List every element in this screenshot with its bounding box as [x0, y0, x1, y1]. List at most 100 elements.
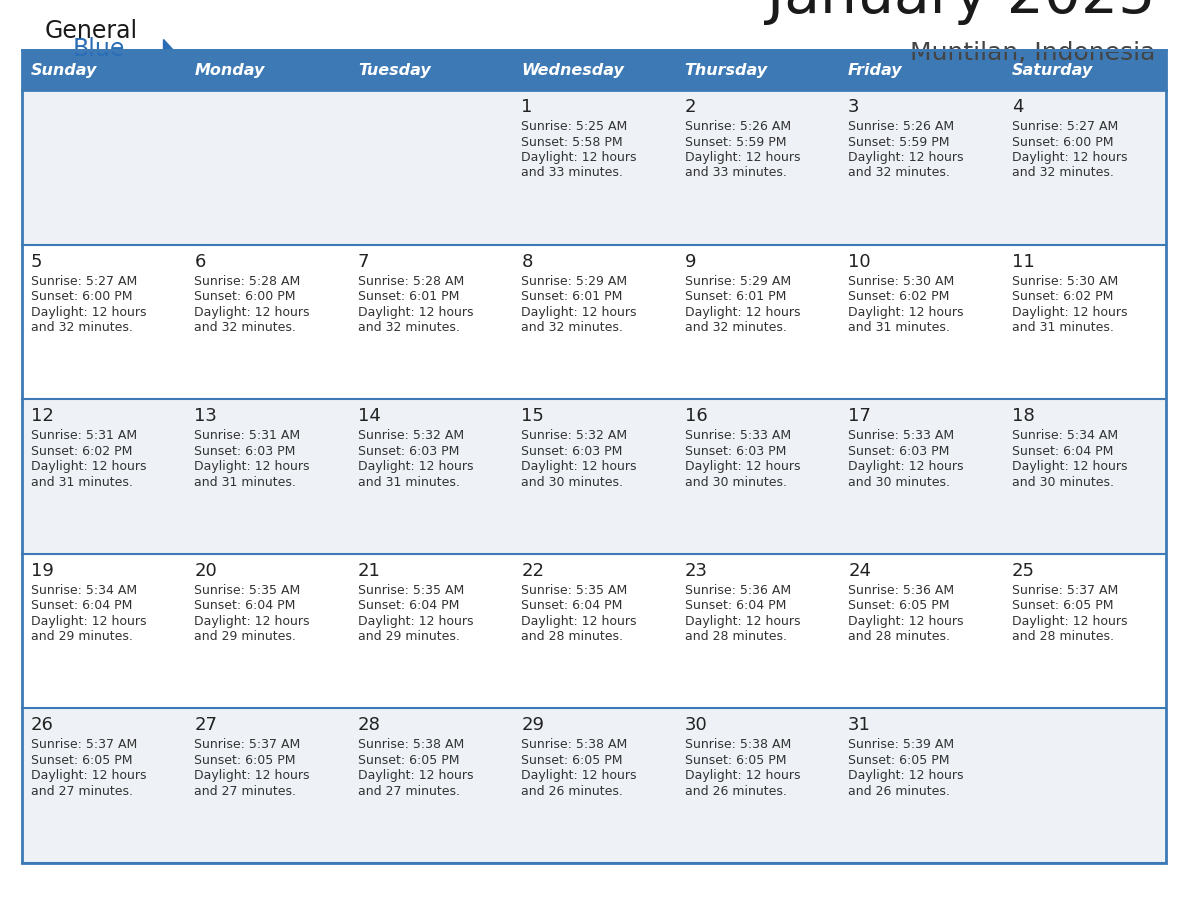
Bar [23, 50, 185, 90]
Text: and 30 minutes.: and 30 minutes. [848, 476, 950, 488]
Text: Sunrise: 5:28 AM: Sunrise: 5:28 AM [358, 274, 465, 287]
Text: 9: 9 [684, 252, 696, 271]
Bar [185, 90, 349, 244]
Text: Sunrise: 5:39 AM: Sunrise: 5:39 AM [848, 738, 954, 752]
Bar [1003, 50, 1165, 90]
Bar [676, 90, 839, 244]
Text: Sunrise: 5:38 AM: Sunrise: 5:38 AM [684, 738, 791, 752]
Text: Sunday: Sunday [31, 62, 97, 77]
Text: Daylight: 12 hours: Daylight: 12 hours [684, 615, 801, 628]
Text: Sunset: 6:05 PM: Sunset: 6:05 PM [195, 754, 296, 767]
Text: Daylight: 12 hours: Daylight: 12 hours [31, 769, 146, 782]
Text: January 2025: January 2025 [766, 0, 1155, 25]
Text: and 30 minutes.: and 30 minutes. [522, 476, 624, 488]
Text: and 27 minutes.: and 27 minutes. [195, 785, 297, 798]
Bar [349, 709, 512, 863]
Text: 23: 23 [684, 562, 708, 580]
Text: Daylight: 12 hours: Daylight: 12 hours [684, 151, 801, 164]
Text: 28: 28 [358, 716, 380, 734]
Text: Daylight: 12 hours: Daylight: 12 hours [848, 615, 963, 628]
Bar [23, 244, 185, 399]
Text: Daylight: 12 hours: Daylight: 12 hours [31, 306, 146, 319]
Text: Sunset: 6:03 PM: Sunset: 6:03 PM [195, 444, 296, 458]
Text: Sunset: 6:05 PM: Sunset: 6:05 PM [31, 754, 133, 767]
Text: Sunrise: 5:32 AM: Sunrise: 5:32 AM [358, 430, 465, 442]
Text: Daylight: 12 hours: Daylight: 12 hours [1011, 460, 1127, 473]
Text: Sunrise: 5:32 AM: Sunrise: 5:32 AM [522, 430, 627, 442]
Text: and 29 minutes.: and 29 minutes. [358, 631, 460, 644]
Bar [676, 244, 839, 399]
Bar [839, 709, 1003, 863]
Text: Sunset: 6:04 PM: Sunset: 6:04 PM [1011, 444, 1113, 458]
Text: and 32 minutes.: and 32 minutes. [684, 321, 786, 334]
Text: and 31 minutes.: and 31 minutes. [31, 476, 133, 488]
Bar [512, 90, 676, 244]
Text: Daylight: 12 hours: Daylight: 12 hours [195, 769, 310, 782]
Text: 13: 13 [195, 408, 217, 425]
Bar [512, 244, 676, 399]
Text: Daylight: 12 hours: Daylight: 12 hours [522, 151, 637, 164]
Text: Sunset: 6:00 PM: Sunset: 6:00 PM [1011, 136, 1113, 149]
Text: 11: 11 [1011, 252, 1035, 271]
Text: 30: 30 [684, 716, 708, 734]
Text: Daylight: 12 hours: Daylight: 12 hours [195, 460, 310, 473]
Text: Sunset: 5:59 PM: Sunset: 5:59 PM [848, 136, 949, 149]
Text: 24: 24 [848, 562, 871, 580]
Text: Sunset: 6:00 PM: Sunset: 6:00 PM [31, 290, 133, 303]
Text: Daylight: 12 hours: Daylight: 12 hours [684, 769, 801, 782]
Text: Sunrise: 5:35 AM: Sunrise: 5:35 AM [358, 584, 465, 597]
Bar [185, 399, 349, 554]
Text: Sunset: 6:05 PM: Sunset: 6:05 PM [1011, 599, 1113, 612]
Text: and 30 minutes.: and 30 minutes. [1011, 476, 1113, 488]
Text: 17: 17 [848, 408, 871, 425]
Text: Daylight: 12 hours: Daylight: 12 hours [358, 769, 473, 782]
Text: Sunset: 6:03 PM: Sunset: 6:03 PM [522, 444, 623, 458]
Bar [676, 554, 839, 709]
Bar [1003, 90, 1165, 244]
Bar [349, 90, 512, 244]
Text: Sunset: 6:02 PM: Sunset: 6:02 PM [848, 290, 949, 303]
Text: Sunrise: 5:36 AM: Sunrise: 5:36 AM [684, 584, 791, 597]
Text: 2: 2 [684, 98, 696, 116]
Text: Sunset: 6:04 PM: Sunset: 6:04 PM [31, 599, 132, 612]
Text: Sunset: 6:02 PM: Sunset: 6:02 PM [31, 444, 132, 458]
Text: Daylight: 12 hours: Daylight: 12 hours [1011, 151, 1127, 164]
Text: Daylight: 12 hours: Daylight: 12 hours [1011, 306, 1127, 319]
Text: Sunset: 6:03 PM: Sunset: 6:03 PM [848, 444, 949, 458]
Bar [185, 554, 349, 709]
Text: Sunrise: 5:26 AM: Sunrise: 5:26 AM [848, 120, 954, 133]
Bar [23, 554, 185, 709]
Text: Daylight: 12 hours: Daylight: 12 hours [684, 460, 801, 473]
Text: 29: 29 [522, 716, 544, 734]
Text: and 28 minutes.: and 28 minutes. [684, 631, 786, 644]
Text: Saturday: Saturday [1011, 62, 1093, 77]
Bar [839, 554, 1003, 709]
Text: Muntilan, Indonesia: Muntilan, Indonesia [910, 41, 1155, 65]
Text: 20: 20 [195, 562, 217, 580]
Polygon shape [163, 39, 185, 63]
Text: Sunrise: 5:31 AM: Sunrise: 5:31 AM [195, 430, 301, 442]
Text: Thursday: Thursday [684, 62, 767, 77]
Bar [676, 399, 839, 554]
Text: Sunrise: 5:33 AM: Sunrise: 5:33 AM [848, 430, 954, 442]
Text: Sunset: 6:04 PM: Sunset: 6:04 PM [195, 599, 296, 612]
Text: 12: 12 [31, 408, 53, 425]
Text: and 26 minutes.: and 26 minutes. [848, 785, 950, 798]
Text: 7: 7 [358, 252, 369, 271]
Text: Daylight: 12 hours: Daylight: 12 hours [31, 615, 146, 628]
Text: Daylight: 12 hours: Daylight: 12 hours [848, 769, 963, 782]
Text: 31: 31 [848, 716, 871, 734]
Text: Sunset: 6:05 PM: Sunset: 6:05 PM [848, 754, 949, 767]
Text: Sunrise: 5:31 AM: Sunrise: 5:31 AM [31, 430, 137, 442]
Text: Daylight: 12 hours: Daylight: 12 hours [684, 306, 801, 319]
Text: and 32 minutes.: and 32 minutes. [522, 321, 624, 334]
Text: Sunset: 6:04 PM: Sunset: 6:04 PM [684, 599, 786, 612]
Text: Sunset: 6:05 PM: Sunset: 6:05 PM [848, 599, 949, 612]
Text: Tuesday: Tuesday [358, 62, 430, 77]
Text: 22: 22 [522, 562, 544, 580]
Text: Sunset: 6:00 PM: Sunset: 6:00 PM [195, 290, 296, 303]
Text: and 30 minutes.: and 30 minutes. [684, 476, 786, 488]
Text: 8: 8 [522, 252, 532, 271]
Text: Sunrise: 5:29 AM: Sunrise: 5:29 AM [684, 274, 791, 287]
Text: Sunrise: 5:33 AM: Sunrise: 5:33 AM [684, 430, 791, 442]
